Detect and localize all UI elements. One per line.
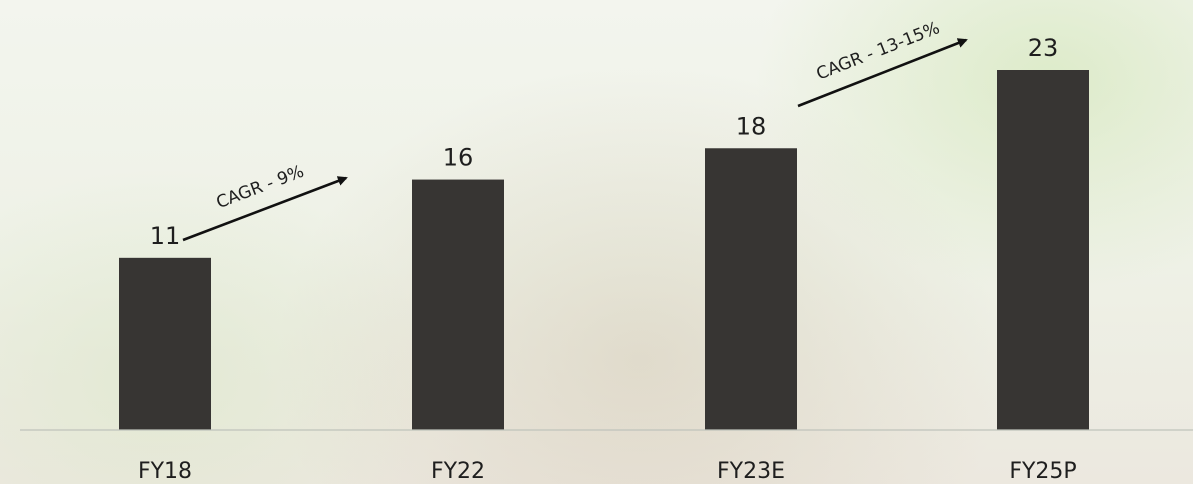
bar-fy25p	[997, 70, 1089, 430]
x-tick-label-fy22: FY22	[431, 459, 485, 484]
data-label-fy23e: 18	[736, 112, 767, 140]
data-label-fy25p: 23	[1028, 34, 1059, 62]
x-tick-label-fy25p: FY25P	[1009, 459, 1076, 484]
cagr-label-1: CAGR - 9%	[214, 162, 307, 213]
bar-fy18	[119, 257, 211, 430]
data-label-fy18: 11	[150, 222, 181, 250]
cagr-arrow-1	[182, 176, 348, 242]
data-label-fy22: 16	[443, 144, 474, 172]
cagr-arrow-2	[797, 38, 968, 108]
x-tick-label-fy18: FY18	[138, 459, 192, 484]
bar-fy22	[412, 179, 504, 430]
bar-fy23e	[705, 148, 797, 430]
x-tick-label-fy23e: FY23E	[717, 459, 785, 484]
